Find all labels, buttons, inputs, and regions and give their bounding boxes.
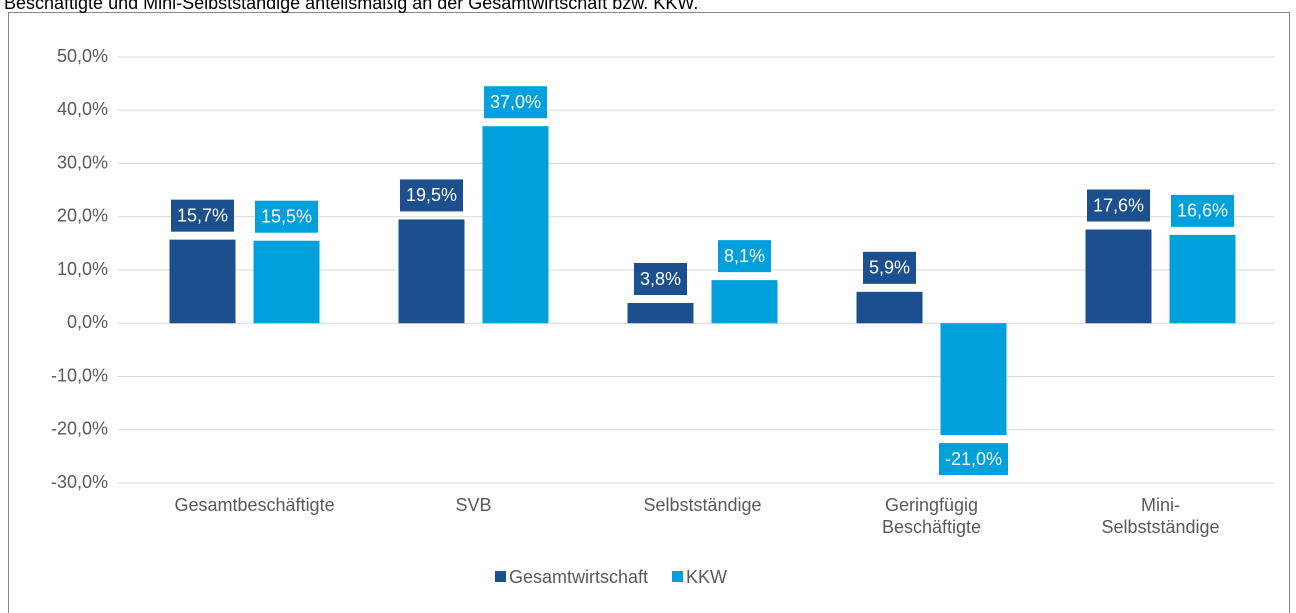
- y-tick-label: 40,0%: [57, 99, 108, 119]
- value-label-bg: [938, 443, 1009, 476]
- value-label-bg: [399, 179, 464, 212]
- value-label-bg: [254, 200, 319, 233]
- value-label-bg: [633, 263, 688, 296]
- y-tick-label: -20,0%: [51, 419, 108, 439]
- x-tick-label: Selbstständige: [643, 495, 762, 515]
- chart-title: Beschäftigte und Mini-Selbstständige ant…: [4, 0, 698, 13]
- value-label: 15,5%: [261, 206, 312, 226]
- value-label: 19,5%: [406, 185, 457, 205]
- x-tick-label: SVB: [455, 495, 492, 515]
- value-label: 16,6%: [1177, 201, 1228, 221]
- legend-swatch: [672, 571, 684, 582]
- y-tick-label: -30,0%: [51, 472, 108, 492]
- legend-label: Gesamtwirtschaft: [509, 567, 648, 587]
- value-label-bg: [862, 251, 917, 284]
- bar: [1085, 229, 1152, 324]
- value-label-bg: [1086, 189, 1151, 222]
- bar: [1169, 234, 1236, 324]
- bar: [169, 239, 236, 324]
- bar: [398, 219, 465, 324]
- value-label: -21,0%: [945, 449, 1002, 469]
- value-label-bg: [1170, 194, 1235, 227]
- y-tick-label: 20,0%: [57, 206, 108, 226]
- bar: [711, 280, 778, 324]
- value-label: 17,6%: [1093, 195, 1144, 215]
- value-label-bg: [483, 86, 548, 119]
- bar: [253, 240, 320, 324]
- value-label: 3,8%: [640, 269, 681, 289]
- bar: [940, 323, 1007, 436]
- value-label-bg: [170, 199, 235, 232]
- y-tick-label: 30,0%: [57, 152, 108, 172]
- value-label: 8,1%: [724, 246, 765, 266]
- legend-swatch: [495, 571, 506, 582]
- legend-label: KKW: [686, 567, 727, 587]
- y-tick-label: 50,0%: [57, 46, 108, 66]
- value-label: 15,7%: [177, 205, 228, 225]
- y-tick-label: 0,0%: [67, 312, 108, 332]
- bar: [856, 291, 923, 324]
- value-label-bg: [717, 240, 772, 273]
- x-tick-label: Mini-Selbstständige: [1101, 495, 1220, 537]
- y-tick-label: -10,0%: [51, 365, 108, 385]
- value-label: 5,9%: [869, 258, 910, 278]
- x-tick-label: Gesamtbeschäftigte: [174, 495, 335, 515]
- x-tick-label: Geringfügig Beschäftigte: [881, 495, 982, 537]
- y-tick-label: 10,0%: [57, 259, 108, 279]
- bar: [627, 303, 694, 324]
- value-label: 37,0%: [490, 92, 541, 112]
- bar: [482, 126, 549, 324]
